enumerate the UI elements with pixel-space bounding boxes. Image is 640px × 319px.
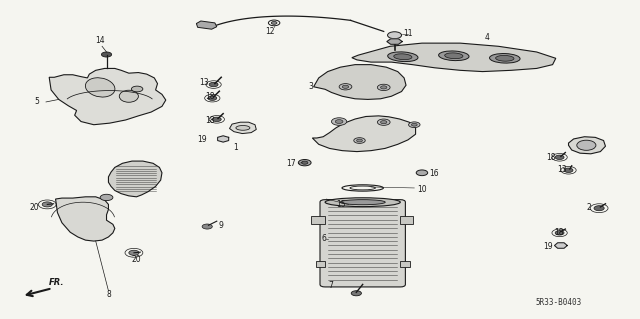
Text: 6: 6 — [321, 234, 326, 243]
Ellipse shape — [236, 125, 250, 130]
Bar — [400, 216, 413, 224]
Ellipse shape — [388, 52, 418, 62]
Polygon shape — [196, 21, 217, 29]
Polygon shape — [56, 197, 115, 241]
Text: 5R33-B0403: 5R33-B0403 — [536, 298, 582, 307]
Text: 14: 14 — [95, 36, 105, 45]
Circle shape — [555, 231, 564, 235]
Circle shape — [408, 122, 420, 128]
Text: 16: 16 — [429, 169, 439, 178]
Circle shape — [356, 139, 362, 142]
Circle shape — [298, 160, 311, 166]
Text: 19: 19 — [197, 135, 207, 145]
Circle shape — [208, 96, 217, 100]
Ellipse shape — [131, 86, 143, 92]
Circle shape — [416, 170, 428, 176]
Bar — [311, 216, 325, 224]
Text: 18: 18 — [205, 93, 215, 101]
Text: 9: 9 — [218, 221, 223, 230]
Circle shape — [594, 206, 604, 211]
Text: 13: 13 — [199, 78, 209, 87]
Ellipse shape — [438, 51, 469, 61]
Text: 19: 19 — [543, 242, 553, 251]
Circle shape — [42, 202, 52, 207]
Bar — [400, 261, 410, 267]
Circle shape — [332, 118, 347, 125]
Text: 10: 10 — [417, 185, 426, 194]
Circle shape — [129, 250, 139, 255]
Text: 5: 5 — [34, 97, 39, 107]
Ellipse shape — [100, 194, 113, 201]
Text: 11: 11 — [403, 29, 412, 38]
Circle shape — [335, 120, 343, 123]
Text: 18: 18 — [554, 228, 563, 237]
Text: 13: 13 — [557, 165, 567, 174]
Text: 4: 4 — [484, 33, 490, 42]
Polygon shape — [49, 69, 166, 125]
Circle shape — [351, 291, 362, 296]
Ellipse shape — [445, 53, 463, 59]
Text: 2: 2 — [586, 203, 591, 212]
Text: 7: 7 — [328, 281, 333, 290]
Polygon shape — [218, 136, 228, 142]
Text: FR.: FR. — [49, 278, 64, 286]
Ellipse shape — [490, 54, 520, 63]
Text: 18: 18 — [205, 116, 215, 125]
FancyBboxPatch shape — [320, 200, 405, 287]
Text: 3: 3 — [308, 82, 314, 91]
Circle shape — [378, 84, 390, 91]
Circle shape — [555, 155, 564, 160]
Circle shape — [412, 123, 417, 126]
Polygon shape — [312, 116, 415, 152]
Circle shape — [342, 85, 349, 88]
Circle shape — [354, 138, 365, 143]
Ellipse shape — [388, 32, 401, 39]
Text: 8: 8 — [106, 290, 111, 299]
Text: 17: 17 — [286, 159, 296, 168]
Circle shape — [301, 161, 308, 164]
Circle shape — [381, 121, 387, 124]
Ellipse shape — [495, 56, 514, 61]
Ellipse shape — [325, 198, 400, 207]
Ellipse shape — [394, 54, 412, 60]
Circle shape — [202, 224, 212, 229]
Circle shape — [209, 82, 218, 87]
Circle shape — [564, 168, 573, 173]
Polygon shape — [108, 161, 162, 197]
Circle shape — [339, 84, 352, 90]
Polygon shape — [568, 137, 605, 154]
Bar — [316, 261, 325, 267]
Text: 12: 12 — [266, 27, 275, 36]
Polygon shape — [230, 122, 256, 134]
Text: 20: 20 — [30, 203, 40, 212]
Circle shape — [381, 86, 387, 89]
Text: 20: 20 — [132, 255, 141, 264]
Ellipse shape — [271, 21, 277, 24]
Ellipse shape — [340, 200, 385, 205]
Circle shape — [212, 117, 221, 122]
Ellipse shape — [577, 140, 596, 150]
Polygon shape — [387, 39, 402, 44]
Ellipse shape — [119, 90, 138, 102]
Polygon shape — [314, 65, 406, 100]
Text: 1: 1 — [234, 143, 238, 152]
Text: 15: 15 — [336, 200, 346, 209]
Ellipse shape — [85, 78, 115, 97]
Circle shape — [378, 119, 390, 125]
Circle shape — [101, 52, 111, 57]
Text: 18: 18 — [547, 153, 556, 162]
Polygon shape — [554, 243, 567, 248]
Polygon shape — [352, 43, 556, 71]
